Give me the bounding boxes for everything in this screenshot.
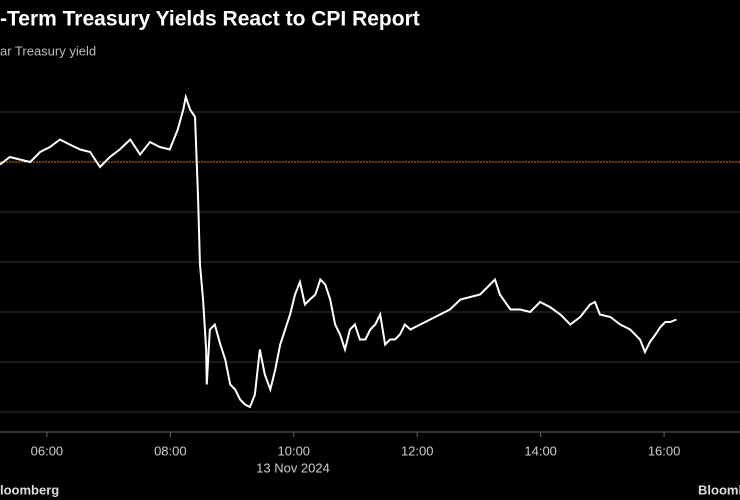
- x-tick-label: 08:00: [154, 443, 187, 458]
- yield-line: [0, 93, 677, 409]
- chart-title: -Term Treasury Yields React to CPI Repor…: [0, 8, 420, 31]
- x-tick-label: 16:00: [648, 443, 681, 458]
- x-tick-label: 10:00: [278, 443, 311, 458]
- source: loomberg: [0, 482, 59, 497]
- date-label: 13 Nov 2024: [256, 460, 330, 475]
- x-tick-label: 12:00: [401, 443, 434, 458]
- x-tick-label: 06:00: [31, 443, 64, 458]
- x-tick-label: 14:00: [524, 443, 557, 458]
- brand: Bloomb: [698, 482, 740, 497]
- chart-subtitle: ar Treasury yield: [0, 43, 96, 58]
